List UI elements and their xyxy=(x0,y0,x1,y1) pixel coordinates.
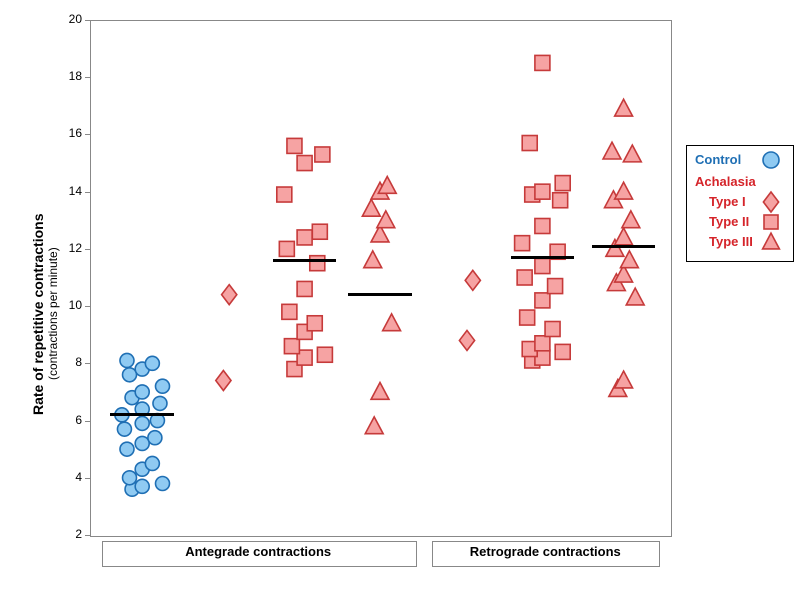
data-point xyxy=(145,456,159,470)
data-point xyxy=(622,211,640,228)
legend-label: Achalasia xyxy=(695,174,756,189)
data-point xyxy=(763,152,779,168)
data-point xyxy=(535,184,550,199)
legend-circle-icon xyxy=(759,148,783,172)
data-point xyxy=(277,187,292,202)
data-point xyxy=(315,147,330,162)
data-point xyxy=(517,270,532,285)
points-layer xyxy=(0,0,800,601)
data-point xyxy=(297,230,312,245)
legend-label: Type I xyxy=(709,194,746,209)
data-point xyxy=(307,316,322,331)
data-point xyxy=(626,288,644,305)
data-point xyxy=(459,330,474,350)
data-point xyxy=(603,142,621,159)
data-point xyxy=(287,138,302,153)
data-point xyxy=(763,192,778,212)
data-point xyxy=(555,344,570,359)
data-point xyxy=(216,371,231,391)
mean-bar-ante_type2 xyxy=(273,259,337,262)
mean-bar-ante_type3 xyxy=(348,293,412,296)
data-point xyxy=(535,55,550,70)
data-point xyxy=(365,417,383,434)
data-point xyxy=(297,156,312,171)
data-point xyxy=(555,176,570,191)
data-point xyxy=(535,336,550,351)
data-point xyxy=(553,193,568,208)
legend-label: Type III xyxy=(709,234,753,249)
legend-label: Type II xyxy=(709,214,749,229)
mean-bar-retro_type3 xyxy=(592,245,656,248)
data-point xyxy=(535,259,550,274)
data-point xyxy=(123,368,137,382)
data-point xyxy=(371,383,389,400)
data-point xyxy=(145,356,159,370)
legend-label: Control xyxy=(695,152,741,167)
mean-bar-retro_type2 xyxy=(511,256,575,259)
data-point xyxy=(383,314,401,331)
data-point xyxy=(615,228,633,245)
legend: Control Achalasia Type I Type II Type III xyxy=(686,145,794,262)
data-point xyxy=(520,310,535,325)
data-point xyxy=(135,416,149,430)
data-point xyxy=(120,442,134,456)
data-point xyxy=(135,385,149,399)
data-point xyxy=(535,219,550,234)
data-point xyxy=(548,279,563,294)
data-point xyxy=(312,224,327,239)
data-point xyxy=(763,233,780,249)
data-point xyxy=(156,477,170,491)
data-point xyxy=(135,436,149,450)
data-point xyxy=(545,322,560,337)
data-point xyxy=(297,281,312,296)
data-point xyxy=(515,236,530,251)
data-point xyxy=(764,215,778,229)
data-point xyxy=(364,251,382,268)
data-point xyxy=(135,479,149,493)
data-point xyxy=(535,293,550,308)
data-point xyxy=(148,431,162,445)
mean-bar-ante_control xyxy=(110,413,174,416)
data-point xyxy=(317,347,332,362)
data-point xyxy=(156,379,170,393)
data-point xyxy=(279,241,294,256)
data-point xyxy=(153,396,167,410)
data-point xyxy=(623,145,641,162)
data-point xyxy=(615,182,633,199)
data-point xyxy=(615,99,633,116)
legend-triangle-icon xyxy=(759,230,783,254)
data-point xyxy=(282,304,297,319)
data-point xyxy=(222,285,237,305)
data-point xyxy=(284,339,299,354)
data-point xyxy=(522,136,537,151)
data-point xyxy=(117,422,131,436)
data-point xyxy=(120,353,134,367)
data-point xyxy=(465,270,480,290)
data-point xyxy=(123,471,137,485)
data-point xyxy=(362,199,380,216)
